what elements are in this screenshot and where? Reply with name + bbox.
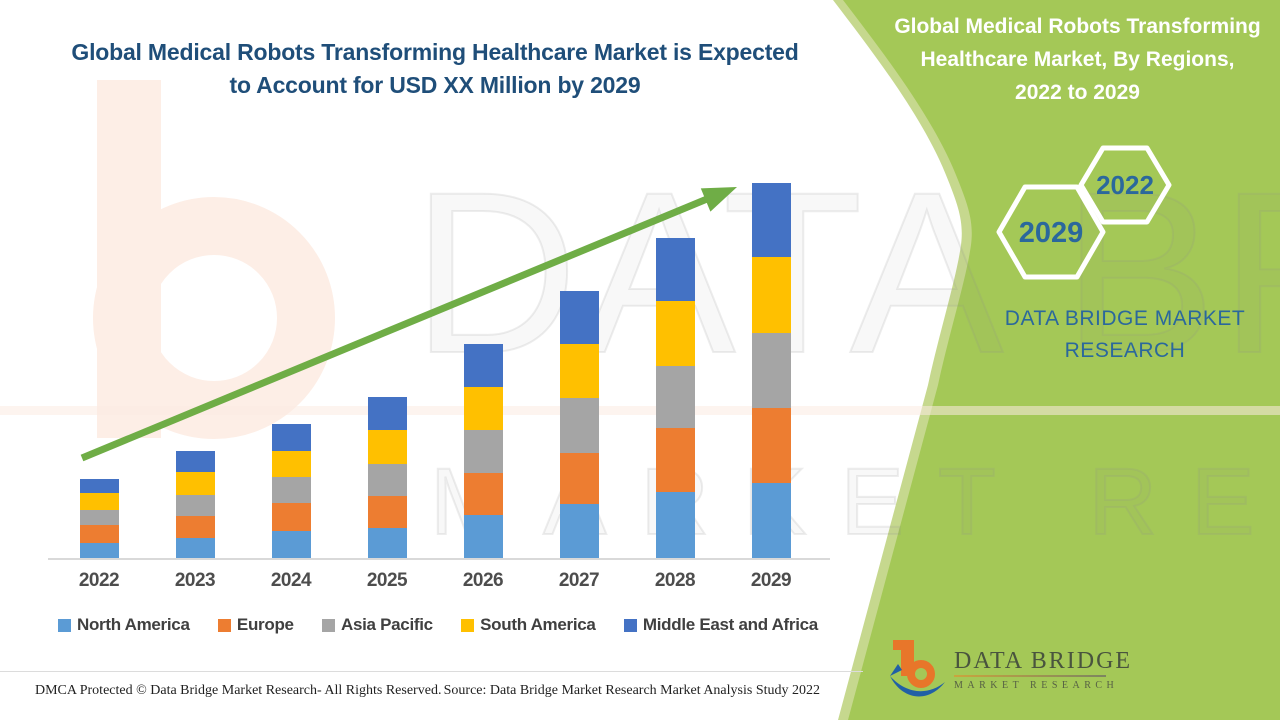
legend-item-europe: Europe: [217, 615, 294, 635]
hexagon-2029-icon: [996, 184, 1106, 280]
bar-segment-europe: [751, 408, 791, 483]
data-bridge-logo-icon: [890, 640, 945, 697]
legend-label: Asia Pacific: [340, 615, 433, 634]
x-axis-label-2026: 2026: [462, 570, 504, 591]
bar-segment-south-america: [79, 493, 119, 510]
bar-segment-middle-east-and-africa: [79, 479, 119, 493]
bar-segment-north-america: [655, 492, 695, 558]
logo-name: DATA BRIDGE: [954, 647, 1133, 674]
bar-segment-north-america: [463, 515, 503, 558]
bar-segment-north-america: [271, 531, 311, 558]
bar-segment-north-america: [559, 504, 599, 558]
stacked-bar-2029: [751, 183, 791, 558]
chart-title-line1: Global Medical Robots Transforming Healt…: [71, 39, 799, 65]
x-axis-label-2027: 2027: [558, 570, 600, 591]
stacked-bar-2022: [79, 479, 119, 558]
logo-tagline: MARKET RESEARCH: [954, 679, 1119, 691]
bar-segment-middle-east-and-africa: [751, 183, 791, 257]
bar-segment-asia-pacific: [175, 495, 215, 516]
bar-segment-asia-pacific: [271, 477, 311, 503]
legend-swatch-icon: [217, 618, 231, 632]
sidebar-brand-line1: DATA BRIDGE MARKET: [1004, 307, 1246, 330]
legend-swatch-icon: [58, 618, 71, 632]
bar-segment-south-america: [751, 257, 791, 333]
bar-segment-europe: [463, 473, 503, 515]
bar-segment-europe: [79, 525, 119, 543]
bar-segment-asia-pacific: [79, 510, 119, 525]
bar-segment-europe: [175, 516, 215, 538]
bar-segment-asia-pacific: [751, 333, 791, 408]
legend-item-middle-east-and-africa: Middle East and Africa: [623, 615, 818, 635]
bar-segment-asia-pacific: [367, 464, 407, 496]
side-panel-shape: [843, 0, 1280, 720]
legend-swatch-icon: [461, 618, 475, 632]
bar-segment-north-america: [751, 483, 791, 558]
chart-title-line2: to Account for USD XX Million by 2029: [229, 72, 641, 98]
hexagon-2029-label: 2029: [1019, 217, 1084, 249]
chart-title: Global Medical Robots Transforming Healt…: [45, 36, 825, 102]
sidebar-brand-name: DATA BRIDGE MARKET RESEARCH: [955, 303, 1280, 367]
bar-segment-south-america: [175, 472, 215, 495]
x-axis-label-2029: 2029: [750, 570, 792, 591]
x-axis-label-2022: 2022: [78, 570, 120, 591]
legend-swatch-icon: [623, 618, 637, 632]
bar-segment-north-america: [367, 528, 407, 558]
legend-item-south-america: South America: [461, 615, 596, 635]
legend-item-asia-pacific: Asia Pacific: [321, 615, 433, 635]
hexagon-2022-label: 2022: [1096, 170, 1154, 200]
company-logo: DATA BRIDGE MARKET RESEARCH: [888, 636, 1132, 702]
bar-segment-europe: [559, 453, 599, 504]
logo-divider: [954, 674, 1106, 677]
bar-segment-north-america: [79, 543, 119, 558]
legend-label: Middle East and Africa: [642, 615, 818, 634]
legend-label: Europe: [236, 615, 294, 634]
x-axis-label-2028: 2028: [654, 570, 696, 591]
legend-label: South America: [480, 615, 596, 634]
logo-text-block: DATA BRIDGE MARKET RESEARCH: [954, 648, 1132, 691]
bar-segment-europe: [367, 496, 407, 528]
x-axis-label-2024: 2024: [270, 570, 312, 591]
sidebar-title-line3: 2022 to 2029: [1015, 81, 1140, 104]
sidebar-brand-line2: RESEARCH: [1064, 339, 1186, 362]
legend-swatch-icon: [321, 618, 335, 632]
legend-label: North America: [77, 615, 190, 634]
legend-item-north-america: North America: [58, 615, 190, 635]
sidebar-title: Global Medical Robots Transforming Healt…: [885, 10, 1270, 109]
hexagon-2022-icon: [1078, 145, 1172, 225]
sidebar-title-line1: Global Medical Robots Transforming: [894, 15, 1261, 38]
x-axis-labels: 2022 2023 2024 2025 2026 2027 2028 2029: [0, 570, 870, 598]
x-axis-label-2023: 2023: [174, 570, 216, 591]
stacked-bar-2023: [175, 451, 215, 558]
x-axis-label-2025: 2025: [366, 570, 408, 591]
bar-segment-north-america: [175, 538, 215, 558]
bar-segment-europe: [271, 503, 311, 531]
footer-copyright: DMCA Protected © Data Bridge Market Rese…: [35, 683, 442, 698]
chart-legend: North America Europe Asia Pacific South Ame…: [58, 615, 818, 635]
sidebar-title-line2: Healthcare Market, By Regions,: [920, 48, 1235, 71]
footer-source: Source: Data Bridge Market Research Mark…: [443, 683, 820, 698]
footer-divider: [0, 671, 863, 672]
